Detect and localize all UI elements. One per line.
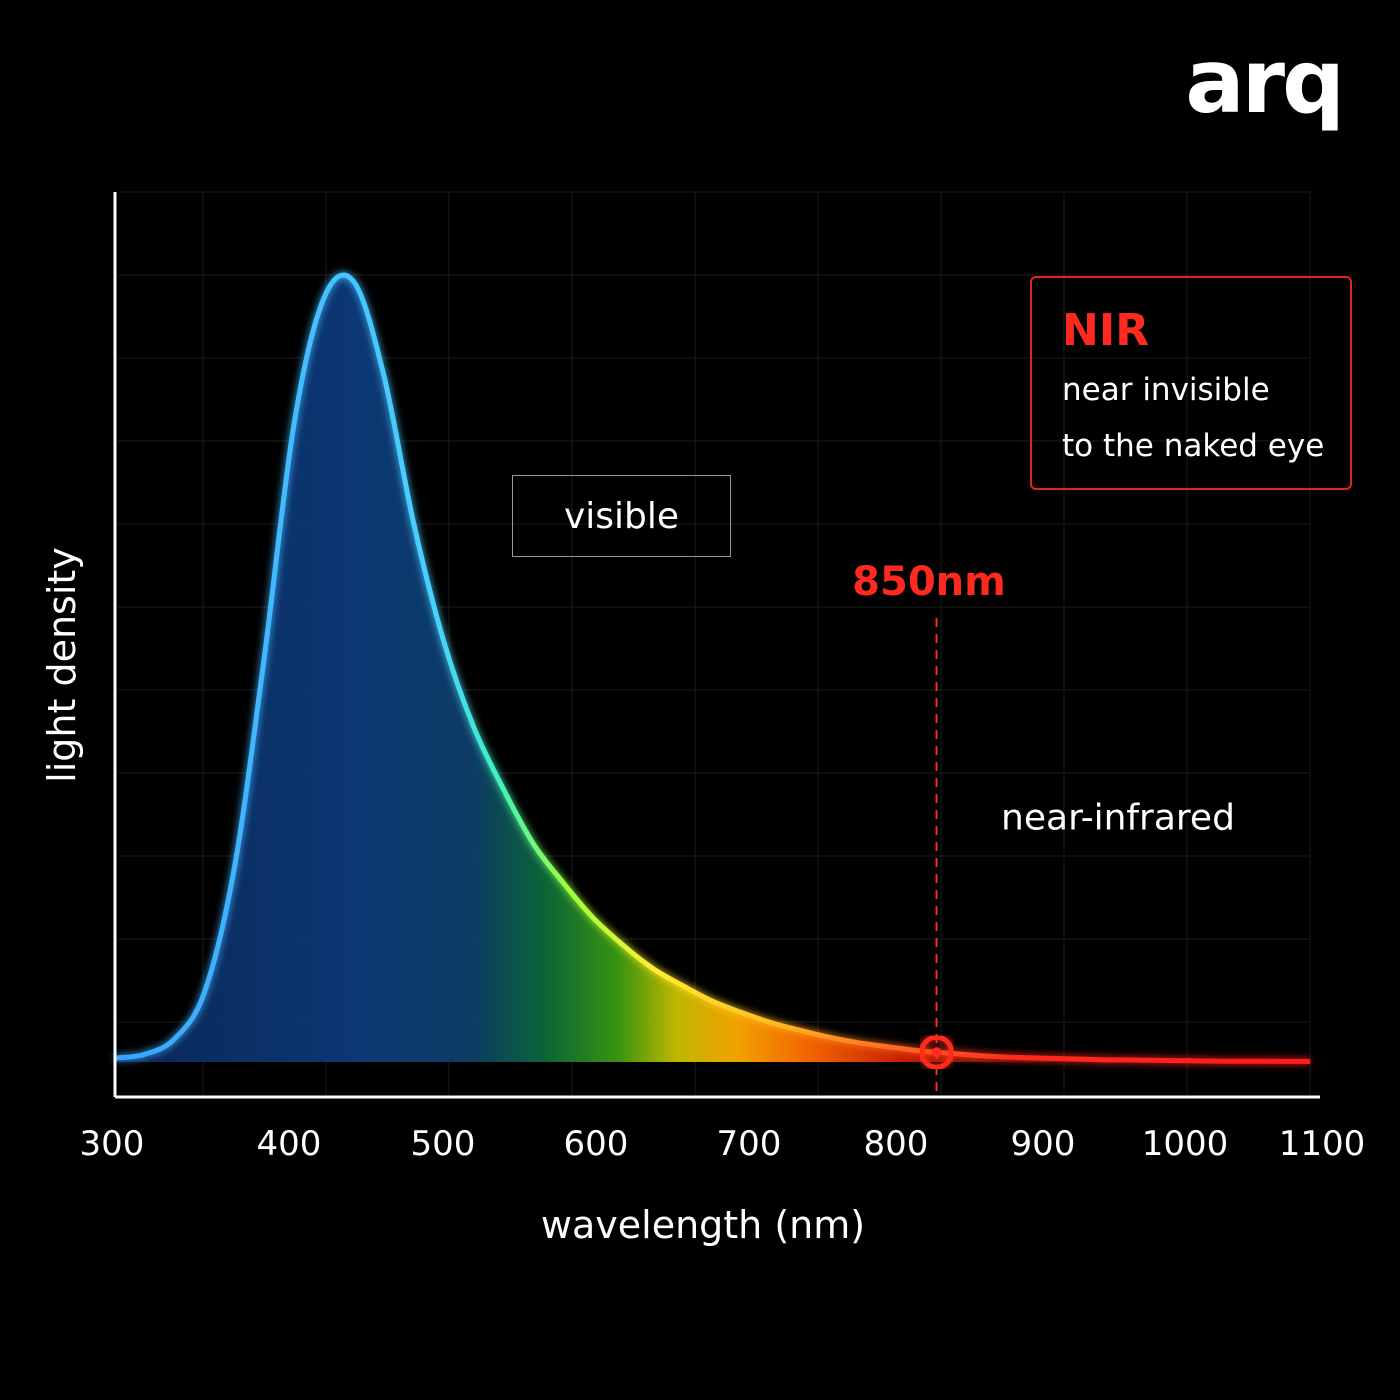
marker-850-label: 850nm xyxy=(852,559,1006,605)
x-tick-label: 1100 xyxy=(1279,1124,1366,1164)
spectrum-area xyxy=(115,275,1310,1062)
y-axis-label: light density xyxy=(40,547,84,783)
visible-region-label: visible xyxy=(512,475,731,557)
arq-logo: arq xyxy=(1185,30,1345,133)
marker-ring xyxy=(919,1034,955,1070)
x-tick-label: 500 xyxy=(411,1124,476,1164)
x-tick-label: 600 xyxy=(564,1124,629,1164)
x-tick-label: 800 xyxy=(864,1124,929,1164)
x-axis-label: wavelength (nm) xyxy=(540,1203,866,1247)
spectrum-curve xyxy=(114,272,1311,1064)
nir-callout: NIR near invisible to the naked eye xyxy=(1030,276,1352,490)
x-tick-label: 700 xyxy=(717,1124,782,1164)
x-tick-labels: 300 400 500 600 700 800 900 1000 1100 xyxy=(80,1124,1366,1164)
x-tick-label: 300 xyxy=(80,1124,145,1164)
x-tick-label: 1000 xyxy=(1142,1124,1229,1164)
marker-850-dot xyxy=(919,1034,955,1070)
nir-callout-line-1: near invisible xyxy=(1062,372,1270,408)
nir-callout-line-2: to the naked eye xyxy=(1062,428,1325,464)
x-tick-label: 900 xyxy=(1011,1124,1076,1164)
near-infrared-region-label: near-infrared xyxy=(1001,797,1235,839)
x-tick-label: 400 xyxy=(257,1124,322,1164)
marker-center xyxy=(931,1047,942,1058)
nir-callout-title: NIR xyxy=(1062,305,1150,356)
